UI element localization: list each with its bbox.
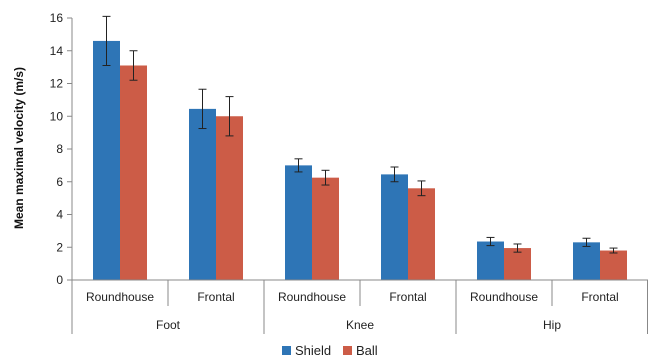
x-tick-label: Frontal [581, 290, 618, 304]
legend: Shield Ball [282, 343, 378, 358]
legend-label-ball: Ball [356, 343, 378, 358]
x-tick-label: Roundhouse [86, 290, 154, 304]
bar-ball [504, 248, 531, 280]
y-tick-label: 10 [50, 109, 64, 123]
y-axis-label: Mean maximal velocity (m/s) [12, 67, 26, 229]
bar-ball [120, 65, 147, 280]
y-tick-label: 12 [50, 77, 64, 91]
bar-ball [216, 116, 243, 280]
legend-swatch-shield [282, 346, 291, 355]
bar-shield [381, 174, 408, 280]
bars [93, 40, 627, 280]
x-tick-label: Roundhouse [470, 290, 538, 304]
legend-label-shield: Shield [295, 343, 331, 358]
bar-shield [93, 40, 120, 280]
bar-shield [573, 242, 600, 280]
bar-shield [285, 165, 312, 280]
x-tick-label: Frontal [389, 290, 426, 304]
y-tick-label: 4 [56, 208, 63, 222]
legend-swatch-ball [343, 346, 352, 355]
x-group-label: Foot [156, 318, 181, 332]
y-axis: 0 2 4 6 8 10 12 14 16 [50, 11, 73, 287]
y-tick-label: 16 [50, 11, 64, 25]
y-tick-label: 14 [50, 44, 64, 58]
x-axis: Roundhouse Frontal Roundhouse Frontal Roundh… [71, 279, 648, 334]
y-tick-label: 0 [56, 273, 63, 287]
bar-shield [189, 108, 216, 280]
bar-ball [408, 188, 435, 280]
error-bars [102, 15, 618, 254]
x-tick-label: Frontal [197, 290, 234, 304]
x-group-label: Hip [543, 318, 561, 332]
x-group-label: Knee [346, 318, 374, 332]
y-tick-label: 2 [56, 240, 63, 254]
y-tick-label: 6 [56, 175, 63, 189]
bar-ball [312, 177, 339, 280]
x-tick-label: Roundhouse [278, 290, 346, 304]
bar-ball [600, 250, 627, 280]
bar-shield [477, 241, 504, 280]
y-tick-label: 8 [56, 142, 63, 156]
